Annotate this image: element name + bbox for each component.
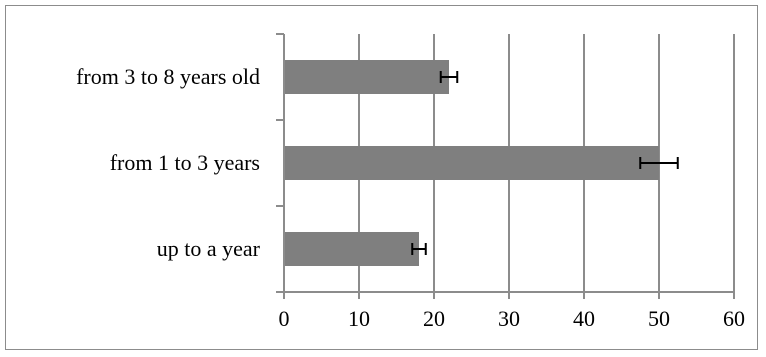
category-label-1: from 1 to 3 years (110, 150, 260, 175)
x-tick-label-50: 50 (648, 306, 670, 331)
x-tick-label-0: 0 (279, 306, 290, 331)
bar-2 (284, 60, 449, 94)
bar-1 (284, 146, 659, 180)
x-tick-label-40: 40 (573, 306, 595, 331)
x-tick-label-30: 30 (498, 306, 520, 331)
x-tick-label-20: 20 (423, 306, 445, 331)
axis-layer (276, 33, 735, 299)
error-bar-layer (411, 71, 679, 255)
x-tick-label-60: 60 (723, 306, 745, 331)
category-label-2: from 3 to 8 years old (76, 64, 260, 89)
bar-layer (284, 60, 659, 266)
bar-0 (284, 232, 419, 266)
x-tick-label-10: 10 (348, 306, 370, 331)
label-layer: up to a year from 1 to 3 years from 3 to 8… (76, 64, 745, 331)
category-label-0: up to a year (157, 236, 261, 261)
